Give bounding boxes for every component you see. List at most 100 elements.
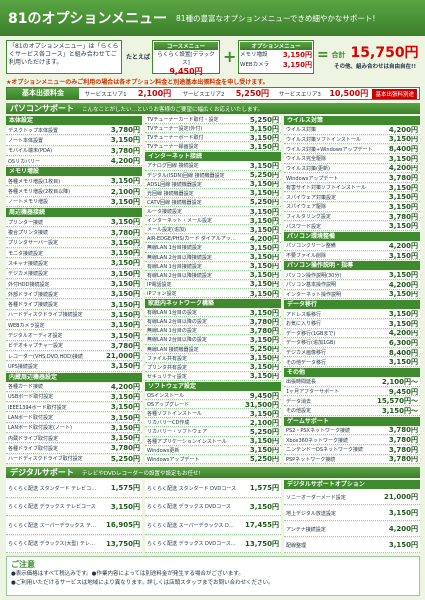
menu-row: らくらく配送 スタンダード DVDコース 1,575円 [145, 480, 281, 498]
item-price: 3,780円 [110, 444, 140, 453]
footer-line: ●表示価格はすべて税込みです。●作業内容によっては別途料金が発生する場合がござい… [11, 571, 244, 577]
item-price: 3,150円 [388, 290, 418, 299]
item-price: 1,575円 [110, 484, 140, 493]
item-price: 3,150円 [110, 362, 140, 371]
item-name: ニンテンドーDSネットワーク接続 [286, 447, 364, 454]
base-fee: 基本出張料金 サービスエリア1 2,100円 サービスエリア2 5,250円 サービスエ… [6, 87, 420, 100]
item-name: TVチューナー録画設定 [147, 144, 199, 151]
item-name: デジカメ接続設定 [8, 271, 49, 278]
item-name: ルータ接続設定 [147, 209, 183, 216]
item-name: パソコン基本操作説明 [286, 282, 337, 289]
menu-row: 外付HDD接続設定 3,150円 [6, 279, 142, 290]
item-name: らくらく配送 デラックス DVDコース [147, 504, 231, 511]
item-price: 3,150円 [110, 259, 140, 268]
menu-row: お気に入り移行 3,150円 [284, 319, 420, 329]
menu-row: 地上デジタル放送設定 3,150円 [284, 506, 420, 521]
item-price: 31,500円 [244, 401, 279, 409]
item-price: 3,150円 [388, 193, 418, 202]
item-name: らくらく配送 デラックス(大型) テレビコース [8, 541, 98, 548]
menu-row: ウイルス対策ソフトインストール 3,150円 [284, 135, 420, 145]
item-name: データ移行(追加1GB) [286, 340, 336, 347]
item-name: 各種ソフトインストール [147, 411, 202, 418]
header-band: 81のオプションメニュー 81種の豊富なオプションメニューできめ細やかなサポート… [0, 0, 425, 36]
area: サービスエリア1 2,100円 [79, 88, 177, 99]
item-price: 13,750円 [244, 539, 279, 548]
item-name: LANボード取付設定(ノート) [8, 425, 72, 432]
menu-row: フィルタリング設定 3,780円 [284, 212, 420, 222]
item-price: 3,150円 [388, 183, 418, 192]
menu-row: AIR-EDGE/PHS/カード ダイアルアップ設定 4,200円 [145, 235, 281, 244]
menu-row: IP電話設定 3,150円 [145, 280, 281, 289]
item-price: 3,150円 [249, 207, 279, 216]
item-name: アドレス帳移行 [286, 311, 322, 318]
area-price: 10,500円 [329, 89, 369, 98]
item-name: らくらく配送 デラックス テレビコース [8, 504, 96, 511]
item-price: 4,200円 [388, 164, 418, 173]
section-heading: 本体設定 [6, 116, 142, 125]
menu-row: デジカメ接続設定 3,150円 [6, 269, 142, 279]
section-heading: 内蔵周辺機器設定 [6, 372, 142, 382]
item-name: スパイウェア対策設定 [286, 194, 337, 201]
menu-row: 無線LAN 2台目以降の設定 3,150円 [145, 336, 281, 345]
item-price: 3,150円 [249, 309, 279, 317]
item-price: 3,150円 [249, 244, 279, 252]
item-price: 4,200円 [388, 329, 418, 338]
item-name: OSアップグレード [147, 402, 190, 409]
subtitle: 81種の豊富なオプションメニューできめ細やかなサポート! [176, 14, 376, 23]
item-price: 9,450円 [388, 387, 418, 396]
option-price: 3,150円 [282, 61, 312, 69]
item-name: 光回線 接続機器設定 [147, 190, 194, 197]
menu-row: 有線LAN 2台目以降の設定 3,780円 [145, 318, 281, 327]
plus: + [223, 47, 237, 66]
item-price: 13,750円 [105, 539, 140, 548]
menu-row: 各種ドライブ取付設定 3,780円 [6, 444, 142, 454]
menu-row: ウイルス完全駆除 3,150円 [284, 154, 420, 164]
menu-row: 各種ドライブ接続設定 3,150円 [6, 300, 142, 310]
item-price: 3,150円 [388, 222, 418, 231]
item-name: Xbox360ネットワーク接続 [286, 437, 349, 444]
menu-row: らくらく配送 デラックス テレビコース 3,150円 [6, 498, 142, 516]
menu-row: PS2・PSXネットワーク接続 3,780円 [284, 426, 420, 436]
menu-row: リカバリー・ソフトウェア 5,250円 [145, 428, 281, 437]
item-price: 4,200円 [110, 157, 140, 166]
item-name: 無線LAN 2台目以降の設定 [147, 337, 207, 344]
equals: = [317, 47, 329, 63]
menu-row: 有線LAN 1台目の設定 3,150円 [145, 309, 281, 318]
item-price: 15,570円〜 [376, 397, 418, 406]
menu-row: モバイル端末(PDA) 3,780円 [6, 146, 142, 156]
menu-row: Windowsアップデート 3,780円 [284, 174, 420, 183]
item-name: アナログ回線 接続設定 [147, 163, 199, 170]
item-name: ビデオキャプチャー設定 [8, 343, 63, 350]
section-heading: 家庭内ネットワーク構築 [145, 299, 281, 309]
item-price: 3,150円 [388, 310, 418, 319]
item-name: デジタル(ISDN)回線 接続機器設定 [147, 172, 225, 179]
menu-row: アンテナ接続設定 4,200円 [284, 522, 420, 537]
menu-row: Xbox360ネットワーク接続 3,780円 [284, 436, 420, 445]
item-price: 4,200円 [249, 235, 279, 243]
menu-row: TVチューナー設定(外付) 3,150円 [145, 125, 281, 134]
area: サービスエリア2 5,250円 [177, 88, 275, 99]
item-name: Windowsアップデート [286, 175, 339, 182]
item-price: 9,450円 [249, 391, 279, 400]
menu-row: アドレス帳移行 3,150円 [284, 310, 420, 319]
item-price: 5,250円 [249, 171, 279, 180]
item-name: デジタルオーディオ設定 [8, 332, 63, 339]
option-name: WEBカメラ [240, 62, 270, 68]
item-name: 有線LAN 1台目接続設定 [147, 263, 202, 270]
item-price: 5,250円 [249, 345, 279, 354]
section-heading: 周辺機器接続 [6, 208, 142, 218]
item-name: リカバリーCD作成 [147, 420, 190, 427]
menu-row: PSPネットワーク接続 3,780円 [284, 455, 420, 465]
pc-support-note: こんなことがしたい…というお客様のご要望に幅広くお応えいたします。 [82, 106, 263, 113]
menu-row: パソコン基本操作説明 4,200円 [284, 280, 420, 290]
item-price: 4,200円 [388, 126, 418, 134]
digital-support-note: テレビやDVDレコーダーの設置や設定もお任せ! [81, 470, 201, 477]
menu-row: スパイウェア対策設定 3,150円 [284, 193, 420, 203]
pc-support-bar: パソコンサポート こんなことがしたい…というお客様のご要望に幅広くお応えいたしま… [6, 103, 420, 114]
item-price: 3,150円 [249, 271, 279, 280]
item-name: ハードディスクドライブ接続設定 [8, 312, 83, 319]
menu-row: プリンタサーバー設定 3,150円 [6, 238, 142, 248]
item-name: らくらく配送 スタンダード テレビコース [8, 485, 98, 492]
menu-row: パソコンクリーン整備 4,200円 [284, 242, 420, 251]
